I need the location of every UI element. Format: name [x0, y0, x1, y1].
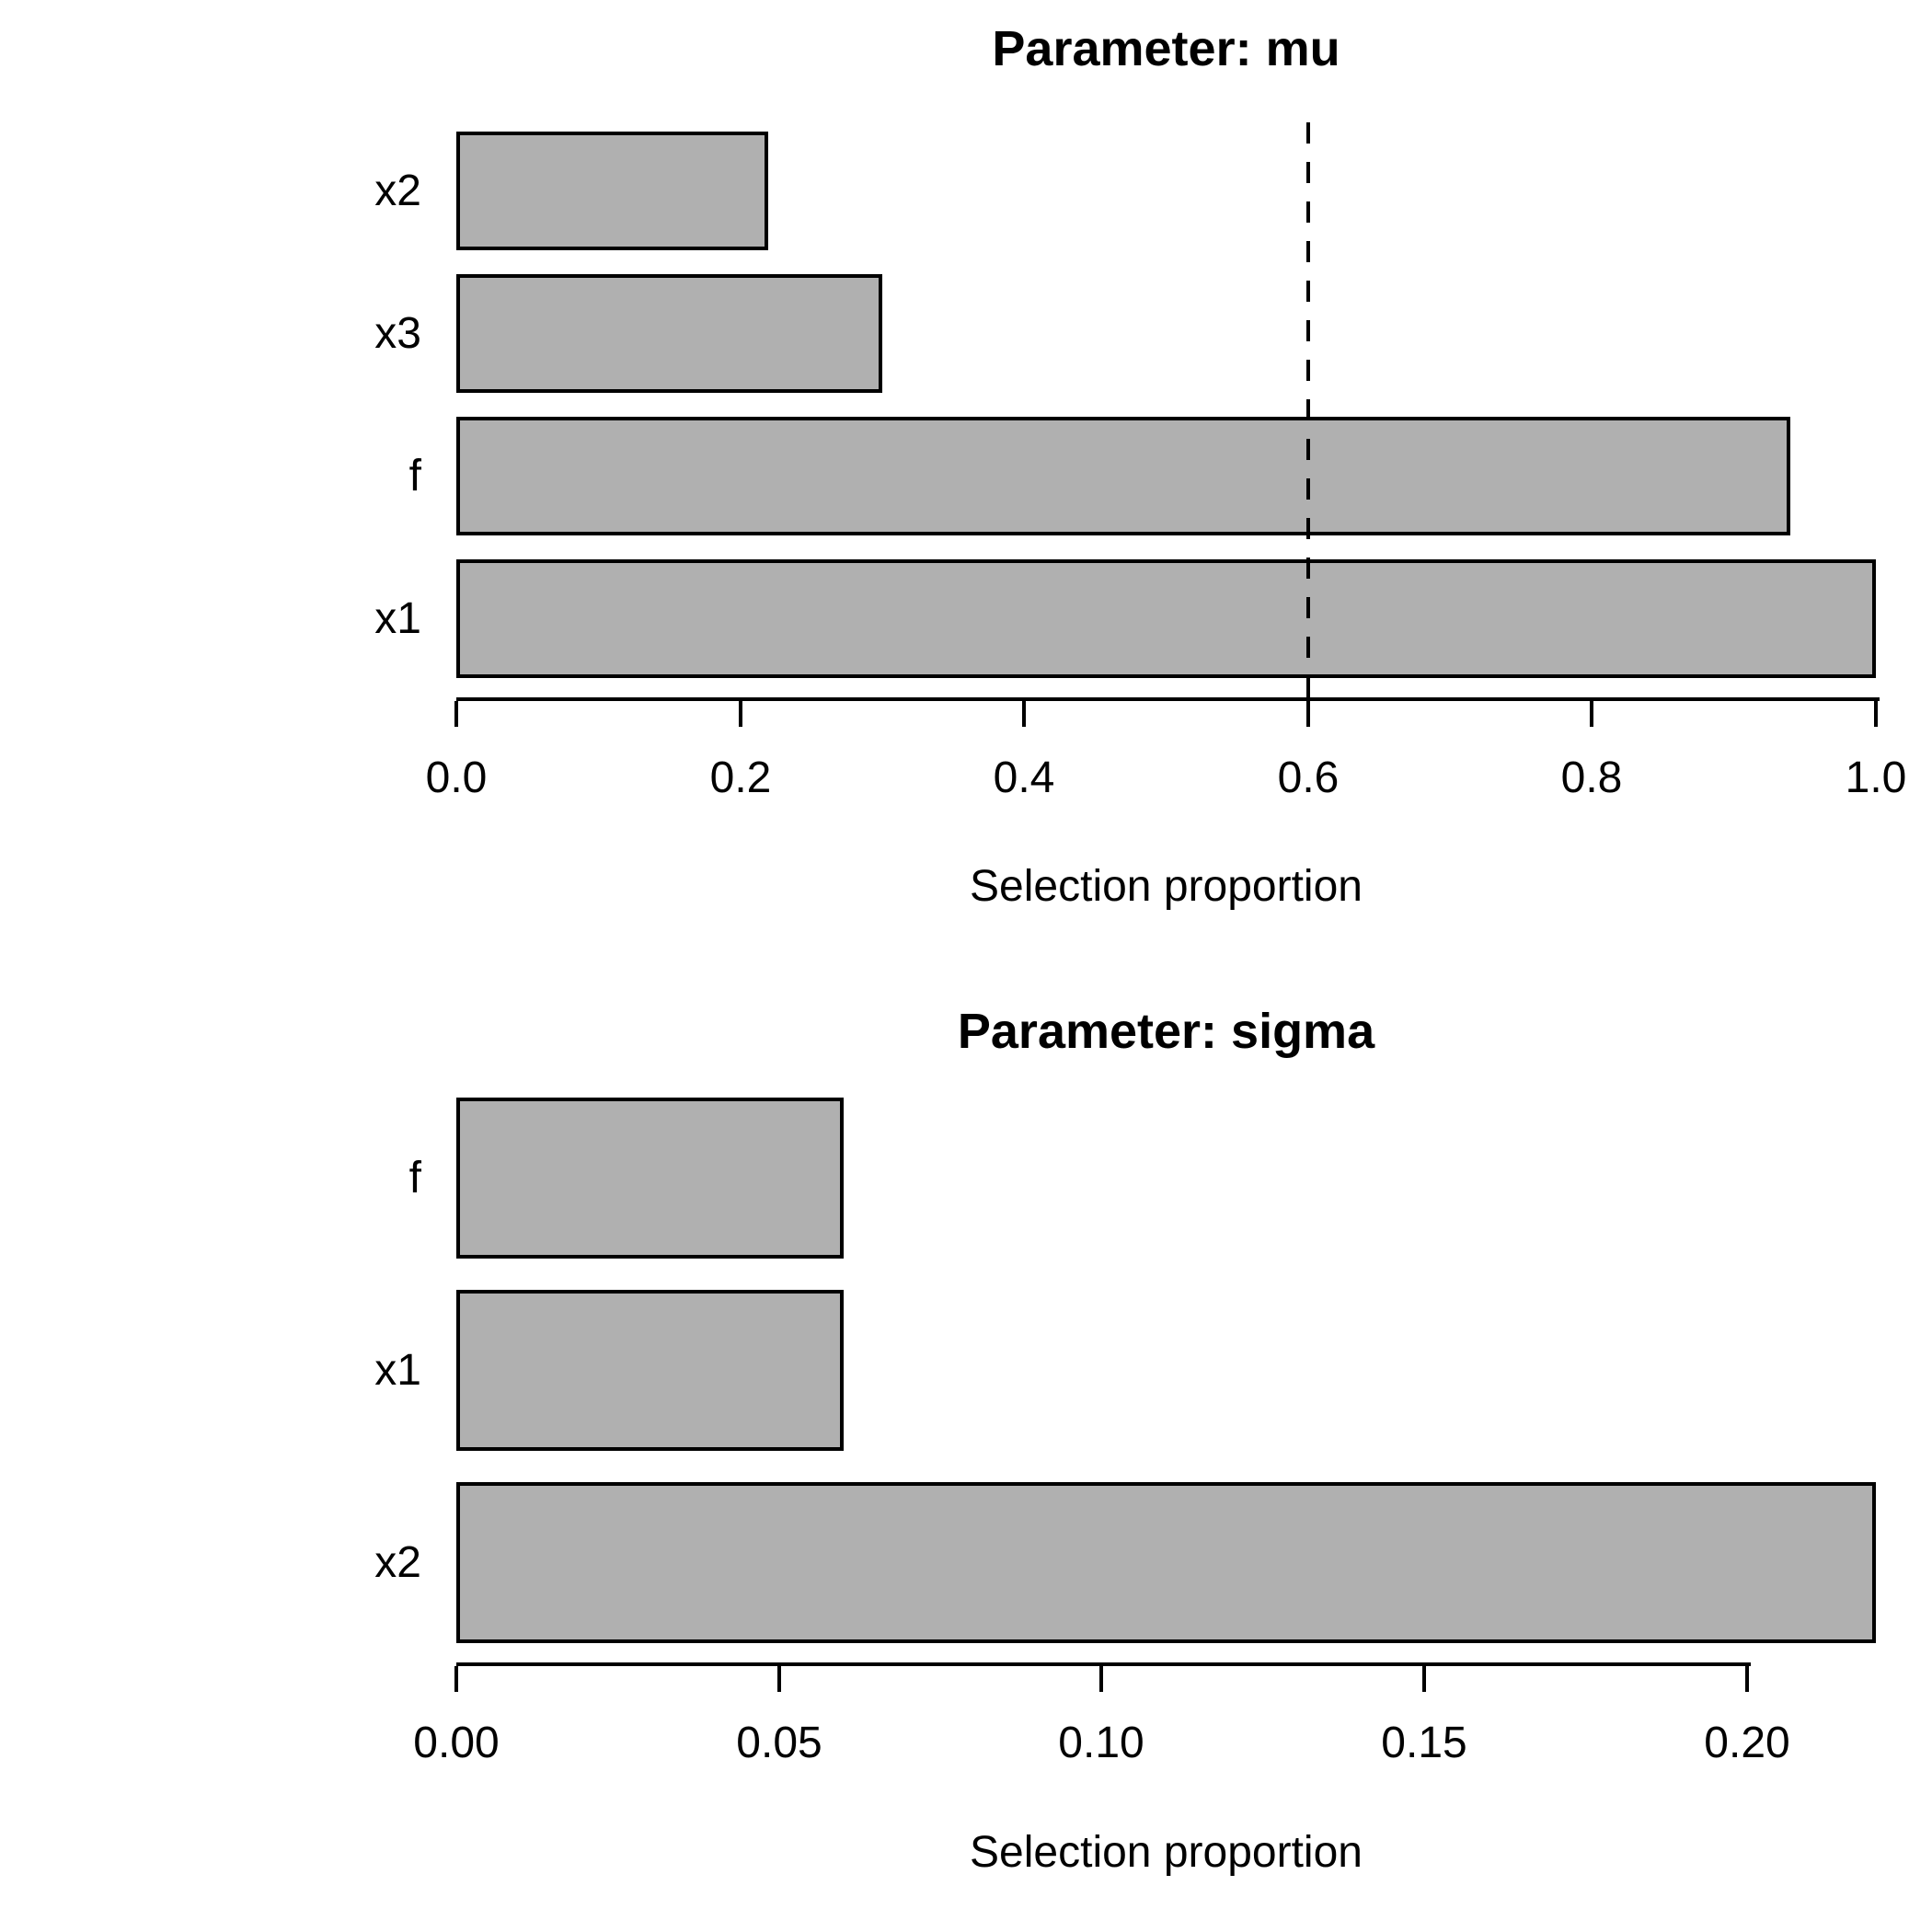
x-axis-tick [777, 1666, 781, 1692]
bar-f [456, 1098, 844, 1259]
x-axis-tick-label: 0.20 [1704, 1719, 1790, 1767]
x-axis-tick [1422, 1666, 1426, 1692]
sigma-x-axis-label: Selection proportion [970, 1828, 1363, 1877]
x-axis-tick-label: 1.0 [1845, 753, 1907, 802]
x-axis-tick-label: 0.8 [1560, 753, 1623, 802]
x-axis-tick [1306, 701, 1310, 727]
bar-x1 [456, 1290, 844, 1451]
x-axis-tick [1745, 1666, 1749, 1692]
x-axis-tick-label: 0.2 [709, 753, 772, 802]
category-label-x3: x3 [374, 309, 421, 358]
bar-x3 [456, 274, 882, 393]
x-axis-tick-label: 0.4 [993, 753, 1055, 802]
bar-x1 [456, 559, 1876, 678]
category-label-x2: x2 [374, 167, 421, 215]
mu-chart-title: Parameter: mu [992, 21, 1340, 76]
x-axis-tick [739, 701, 742, 727]
category-label-f: f [408, 1154, 421, 1202]
x-axis-tick [1874, 701, 1878, 727]
x-axis-tick [454, 701, 458, 727]
bar-f [456, 417, 1790, 535]
bar-x2 [456, 132, 768, 250]
x-axis-tick-label: 0.6 [1277, 753, 1340, 802]
category-label-f: f [408, 452, 421, 500]
x-axis-tick-label: 0.05 [736, 1719, 822, 1767]
category-label-x1: x1 [374, 1346, 421, 1395]
mu-x-axis-label: Selection proportion [970, 862, 1363, 911]
x-axis-tick-label: 0.15 [1381, 1719, 1467, 1767]
x-axis-tick [1022, 701, 1026, 727]
x-axis-tick-label: 0.00 [413, 1719, 500, 1767]
category-label-x1: x1 [374, 594, 421, 643]
x-axis-line [456, 697, 1880, 701]
x-axis-tick-label: 0.0 [425, 753, 488, 802]
x-axis-tick [1590, 701, 1593, 727]
x-axis-line [456, 1662, 1751, 1666]
x-axis-tick-label: 0.10 [1058, 1719, 1144, 1767]
bar-x2 [456, 1482, 1876, 1643]
reference-line-dashed [1306, 122, 1310, 697]
sigma-chart-title: Parameter: sigma [957, 1004, 1375, 1059]
category-label-x2: x2 [374, 1538, 421, 1587]
x-axis-tick [454, 1666, 458, 1692]
x-axis-tick [1099, 1666, 1103, 1692]
